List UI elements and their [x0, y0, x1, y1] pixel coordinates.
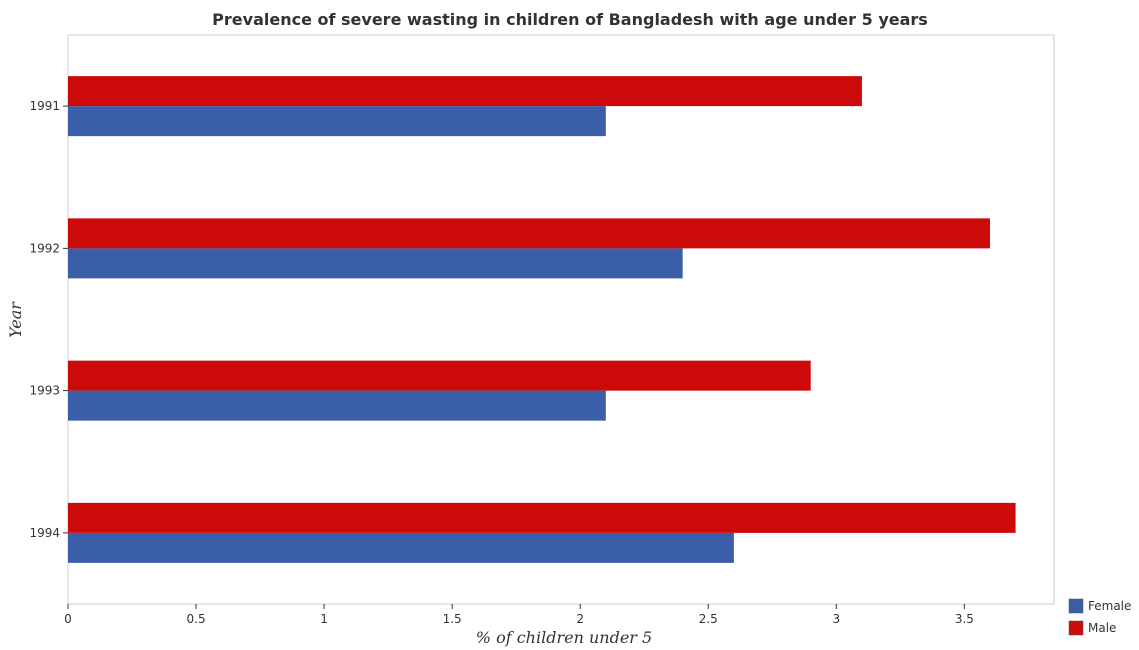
- bar-female-1994: [68, 532, 734, 563]
- bar-female-1992: [68, 248, 683, 279]
- chart-title: Prevalence of severe wasting in children…: [212, 10, 928, 29]
- x-axis-label: % of children under 5: [476, 628, 652, 647]
- bar-female-1993: [68, 390, 606, 421]
- plot-area: [67, 34, 1055, 605]
- x-tick-label-1.5: 1.5: [443, 612, 462, 626]
- y-axis-ticks: 1991 1992 1993 1994: [29, 99, 68, 540]
- x-tick-label-3: 3: [832, 612, 840, 626]
- bar-male-1993: [68, 360, 811, 391]
- y-tick-label-1992: 1992: [29, 241, 60, 255]
- legend: Female Male: [1055, 594, 1139, 642]
- y-tick-label-1994: 1994: [29, 526, 60, 540]
- legend-swatch-male: [1068, 620, 1084, 636]
- bar-female-1991: [68, 106, 606, 137]
- x-axis-ticks: 0 0.5 1 1.5 2 2.5 3 3.5: [64, 604, 974, 626]
- x-tick-label-3.5: 3.5: [955, 612, 974, 626]
- legend-label-female: Female: [1088, 599, 1131, 613]
- x-tick-label-0.5: 0.5: [187, 612, 206, 626]
- x-tick-label-2: 2: [576, 612, 584, 626]
- legend-swatch-female: [1068, 598, 1084, 614]
- x-tick-label-1: 1: [320, 612, 328, 626]
- bar-male-1994: [68, 502, 1016, 533]
- x-tick-label-2.5: 2.5: [699, 612, 718, 626]
- x-tick-label-0: 0: [64, 612, 72, 626]
- y-tick-label-1993: 1993: [29, 384, 60, 398]
- y-tick-label-1991: 1991: [29, 99, 60, 113]
- bar-male-1991: [68, 76, 862, 107]
- bars-group: [68, 76, 1016, 563]
- legend-label-male: Male: [1088, 621, 1116, 635]
- y-axis-label: Year: [6, 301, 25, 338]
- bar-male-1992: [68, 218, 990, 249]
